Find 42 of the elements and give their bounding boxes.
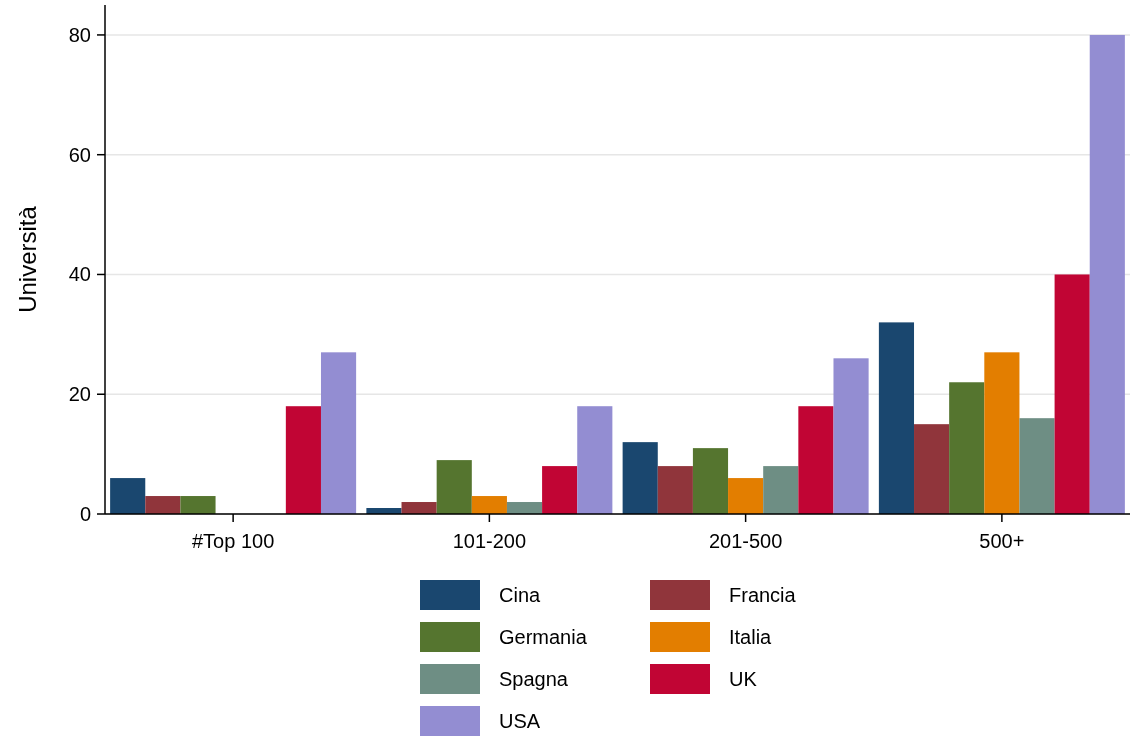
x-tick-label: 500+ — [979, 530, 1025, 552]
y-tick-label: 40 — [68, 263, 91, 286]
bar — [984, 352, 1020, 514]
legend-label: USA — [499, 710, 541, 732]
legend-label: Spagna — [499, 668, 569, 690]
bar — [110, 478, 146, 514]
y-tick-label: 20 — [68, 383, 91, 406]
bar — [949, 382, 985, 514]
bar — [763, 466, 799, 514]
bar — [145, 496, 181, 514]
bar — [1089, 34, 1125, 514]
bar — [878, 322, 915, 514]
legend-label: Francia — [729, 584, 797, 606]
y-tick-label: 0 — [79, 503, 91, 525]
bar — [798, 406, 834, 514]
bar — [506, 502, 543, 514]
bar — [577, 406, 613, 514]
bar — [401, 502, 437, 514]
bar — [833, 358, 869, 514]
bar — [471, 496, 507, 514]
legend-label: Cina — [499, 584, 542, 606]
legend-label: UK — [729, 668, 758, 690]
legend-label: Italia — [729, 626, 773, 648]
bar — [914, 424, 950, 514]
y-tick-label: 80 — [68, 23, 91, 46]
bar — [1054, 274, 1090, 514]
bar — [436, 460, 472, 514]
bar — [285, 406, 321, 514]
bar — [1019, 418, 1055, 514]
x-tick-label: 201-500 — [708, 530, 783, 552]
x-tick-label: #Top 100 — [191, 530, 275, 552]
y-axis-title: Università — [14, 205, 41, 313]
bar — [180, 496, 216, 514]
y-tick-label: 60 — [68, 143, 91, 166]
bar — [320, 352, 357, 514]
bar — [728, 478, 764, 514]
bar — [657, 466, 693, 514]
bar — [692, 448, 729, 514]
bar — [542, 466, 578, 514]
x-tick-label: 101-200 — [452, 530, 527, 552]
legend-label: Germania — [499, 626, 588, 648]
bar — [622, 442, 658, 514]
